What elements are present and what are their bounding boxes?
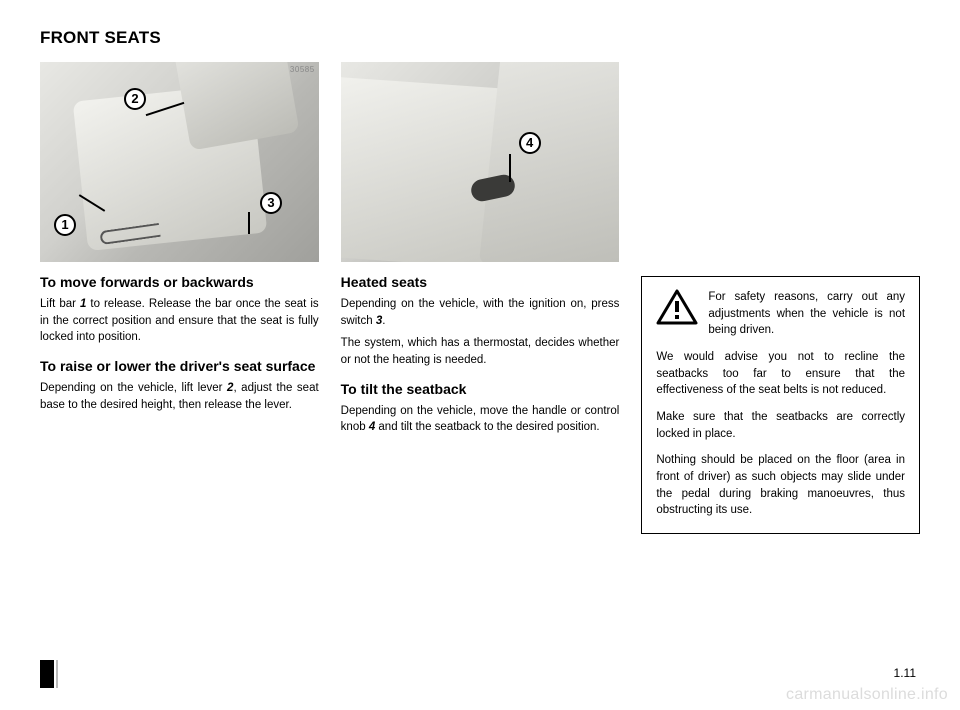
warning-p2: We would advise you not to recline the s… <box>656 349 905 399</box>
para-tilt: Depending on the vehicle, move the handl… <box>341 403 620 436</box>
figure-seat-adjust: 30585 2 3 1 <box>40 62 319 262</box>
column-1: 30585 2 3 1 To move forwards or backward… <box>40 62 319 534</box>
heading-tilt: To tilt the seatback <box>341 381 620 397</box>
section-tab-divider <box>56 660 58 688</box>
warning-p3: Make sure that the seatbacks are correct… <box>656 409 905 442</box>
para-raise: Depending on the vehicle, lift lever 2, … <box>40 380 319 413</box>
warning-icon <box>656 289 698 325</box>
page-title: FRONT SEATS <box>40 28 920 48</box>
image-number-1: 30585 <box>290 65 315 74</box>
para-heated-1: Depending on the vehicle, with the ignit… <box>341 296 620 329</box>
callout-2: 2 <box>124 88 146 110</box>
callout-4: 4 <box>519 132 541 154</box>
para-move: Lift bar 1 to release. Release the bar o… <box>40 296 319 346</box>
figure-seatback: 30586 4 <box>341 62 620 262</box>
heading-raise: To raise or lower the driver's seat surf… <box>40 358 319 374</box>
watermark: carmanualsonline.info <box>786 686 948 704</box>
para-heated-2: The system, which has a thermostat, deci… <box>341 335 620 368</box>
warning-p4: Nothing should be placed on the floor (a… <box>656 452 905 519</box>
column-2: 30586 4 Heated seats Depending on the ve… <box>341 62 620 534</box>
warning-p1: For safety reasons, carry out any adjust… <box>708 289 905 339</box>
page-number: 1.11 <box>894 666 916 680</box>
heading-heated: Heated seats <box>341 274 620 290</box>
warning-box: For safety reasons, carry out any adjust… <box>641 276 920 534</box>
callout-1: 1 <box>54 214 76 236</box>
section-tab <box>40 660 54 688</box>
callout-3: 3 <box>260 192 282 214</box>
column-3: For safety reasons, carry out any adjust… <box>641 62 920 534</box>
heading-move: To move forwards or backwards <box>40 274 319 290</box>
